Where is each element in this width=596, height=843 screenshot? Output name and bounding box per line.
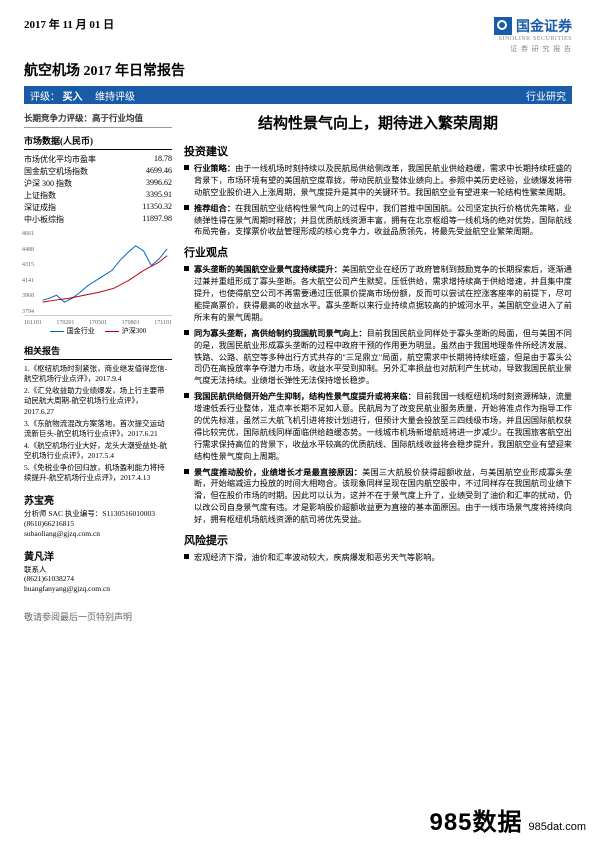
bullet-marker [184,469,189,474]
main-column: 结构性景气向上，期待进入繁荣周期 投资建议 行业策略：由于一线机场时刻持续以及民… [184,112,572,594]
analyst-line: (8621)61038274 [24,574,172,584]
watermark: 985数据 985dat.com [429,802,586,837]
analyst-name: 苏宝亮 [24,495,172,508]
metric-row: 深证成指11350.32 [24,202,172,213]
related-reports-title: 相关报告 [24,344,172,360]
bullet-text: 同为寡头垄断，高供给制约我国航司景气向上：目前我国民航业同样处于寡头垄断的局面，… [194,328,572,387]
industry-bullets: 寡头垄断的美国航空业景气度持续提升：美国航空业在经历了政府管制到鼓励竞争的长期探… [184,264,572,526]
chart-legend: 国金行业 沪深300 [24,326,172,336]
related-item: 4.《航空机场行业大好，龙头大潮受益处-航空机场行业点评》，2017.5.4 [24,441,172,461]
bullet-text: 宏观经济下滑，油价和汇率波动较大，疾病爆发和恶劣天气等影响。 [194,552,572,564]
main-title: 结构性景气向上，期待进入繁荣周期 [184,112,572,133]
chart-svg [24,231,172,315]
chart-y-ticks: 466144884315414139683794 [22,231,34,315]
bullet-item: 行业策略：由于一线机场时刻持续以及民航局供给侧改革，我国民航业供给趋缓，需求中长… [184,163,572,199]
content-columns: 长期竞争力评级：高于行业均值 市场数据(人民币) 市场优化平均市盈率18.78国… [24,112,572,594]
analyst-line: 联系人 [24,565,172,575]
investment-advice-heading: 投资建议 [184,143,572,159]
logo-icon [494,17,512,35]
rating-bar: 评级： 买入 维持评级 行业研究 [24,86,572,104]
market-metrics: 市场优化平均市盈率18.78国金航空机场指数4699.46沪深 300 指数39… [24,154,172,225]
company-name-en: SINOLINK SECURITIES [494,36,572,42]
analyst-line: (8610)66216815 [24,519,172,529]
analyst-line: subaoliang@gjzq.com.cn [24,529,172,539]
bullet-item: 寡头垄断的美国航空业景气度持续提升：美国航空业在经历了政府管制到鼓励竞争的长期探… [184,264,572,323]
bullet-item: 同为寡头垄断，高供给制约我国航司景气向上：目前我国民航业同样处于寡头垄断的局面，… [184,328,572,387]
watermark-small: 985dat.com [529,821,586,833]
rating-value: 买入 [63,92,83,103]
related-item: 1.《枢纽机场时刻紧张，商业继发值得您信-航空机场行业点评》，2017.9.4 [24,364,172,384]
company-logo-block: 国金证券 SINOLINK SECURITIES 证 券 研 究 报 告 [494,16,572,54]
analyst-block: 苏宝亮分析师 SAC 执业编号：S1130516010003(8610)6621… [24,495,172,594]
risk-heading: 风险提示 [184,532,572,548]
bullet-text: 寡头垄断的美国航空业景气度持续提升：美国航空业在经历了政府管制到鼓励竞争的长期探… [194,264,572,323]
watermark-big: 985数据 [429,809,522,836]
bullet-text: 景气度推动股价，业绩增长才是最直接原因：美国三大航股价获得超额收益，与美国航空业… [194,467,572,526]
market-data-title: 市场数据(人民币) [24,134,172,150]
competitiveness-title: 长期竞争力评级：高于行业均值 [24,112,172,128]
metric-row: 国金航空机场指数4699.46 [24,166,172,177]
document-title: 航空机场 2017 年日常报告 [24,60,572,80]
legend-item-2: 沪深300 [105,326,147,336]
related-reports-list: 1.《枢纽机场时刻紧张，商业继发值得您信-航空机场行业点评》，2017.9.42… [24,364,172,483]
analyst: 黄凡洋联系人(8621)61038274huangfanyang@gjzq.co… [24,551,172,594]
footer-left: 敬请参阅最后一页特别声明 [24,610,132,623]
investment-bullets: 行业策略：由于一线机场时刻持续以及民航局供给侧改革，我国民航业供给趋缓，需求中长… [184,163,572,238]
doc-tag: 证 券 研 究 报 告 [494,44,572,54]
bullet-item: 景气度推动股价，业绩增长才是最直接原因：美国三大航股价获得超额收益，与美国航空业… [184,467,572,526]
related-item: 2.《汇兑收益助力业绩爆发，场上行主要带动民航大周期-航空机场行业点评》，201… [24,386,172,416]
bullet-text: 我国民航供给侧开始产生抑制，结构性景气度提升或将来临：目前我国一线枢纽机场时刻资… [194,391,572,462]
header-row: 2017 年 11 月 01 日 国金证券 SINOLINK SECURITIE… [24,16,572,54]
legend-item-1: 国金行业 [50,326,95,336]
analyst: 苏宝亮分析师 SAC 执业编号：S1130516010003(8610)6621… [24,495,172,538]
metric-row: 沪深 300 指数3996.62 [24,178,172,189]
legend-label-1: 国金行业 [67,326,95,336]
bullet-text: 行业策略：由于一线机场时刻持续以及民航局供给侧改革，我国民航业供给趋缓，需求中长… [194,163,572,199]
analyst-line: 分析师 SAC 执业编号：S1130516010003 [24,509,172,519]
footer: 敬请参阅最后一页特别声明 [24,606,572,623]
metric-row: 市场优化平均市盈率18.78 [24,154,172,165]
analyst-line: huangfanyang@gjzq.com.cn [24,584,172,594]
bullet-marker [184,330,189,335]
rating-maintain: 维持评级 [95,92,135,103]
bullet-item: 宏观经济下滑，油价和汇率波动较大，疾病爆发和恶劣天气等影响。 [184,552,572,564]
bullet-marker [184,554,189,559]
industry-view-heading: 行业观点 [184,244,572,260]
metric-row: 中小板综指11897.98 [24,214,172,225]
bullet-item: 推荐组合：在我国航空业结构性景气向上的过程中，我们首推中国国航。公司坚定执行价格… [184,203,572,239]
related-item: 5.《免税业争价回归放，机场盈利能力将持续提升-航空机场行业点评》，2017.4… [24,463,172,483]
report-page: 2017 年 11 月 01 日 国金证券 SINOLINK SECURITIE… [0,0,596,843]
bullet-item: 我国民航供给侧开始产生抑制，结构性景气度提升或将来临：目前我国一线枢纽机场时刻资… [184,391,572,462]
rating-right: 行业研究 [526,88,566,103]
company-name-cn: 国金证券 [516,16,572,36]
bullet-text: 推荐组合：在我国航空业结构性景气向上的过程中，我们首推中国国航。公司坚定执行价格… [194,203,572,239]
analyst-name: 黄凡洋 [24,551,172,564]
bullet-marker [184,165,189,170]
risk-bullets: 宏观经济下滑，油价和汇率波动较大，疾病爆发和恶劣天气等影响。 [184,552,572,564]
legend-label-2: 沪深300 [122,326,147,336]
related-item: 3.《东航物流混改方案落地，首次提交运动流新巨头-航空机场行业点评》，2017.… [24,419,172,439]
sidebar: 长期竞争力评级：高于行业均值 市场数据(人民币) 市场优化平均市盈率18.78国… [24,112,172,594]
bullet-marker [184,266,189,271]
index-chart: 466144884315414139683794 [24,231,172,316]
bullet-marker [184,393,189,398]
bullet-marker [184,205,189,210]
metric-row: 上证指数3395.91 [24,190,172,201]
report-date: 2017 年 11 月 01 日 [24,16,114,32]
rating-label: 评级： [30,92,60,103]
